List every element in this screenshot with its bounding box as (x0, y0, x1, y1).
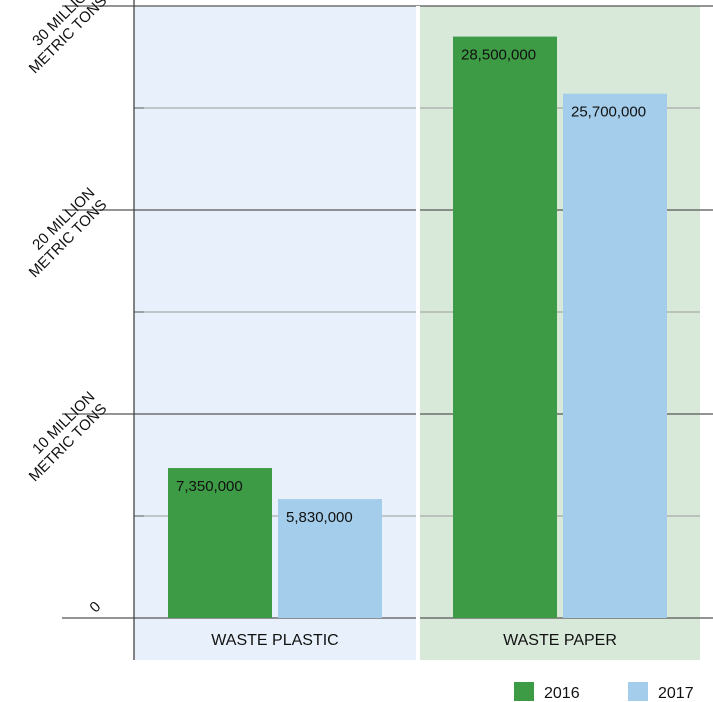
legend-label: 2016 (544, 685, 580, 702)
legend-swatch-2017 (628, 682, 648, 701)
bar-2017 (278, 499, 382, 618)
bar-2016 (453, 36, 557, 619)
category-label: WASTE PLASTIC (211, 632, 338, 649)
bar-2016 (168, 468, 272, 618)
category-label: WASTE PAPER (503, 632, 617, 649)
panel-separator (416, 6, 420, 660)
y-tick-label-line: 0 (86, 598, 104, 616)
legend-swatch-2016 (514, 682, 534, 701)
legend-label: 2017 (658, 685, 694, 702)
y-tick-label: 0 (86, 598, 104, 616)
bars (168, 36, 667, 619)
legend: 2016 2017 (514, 682, 694, 702)
data-label: 25,700,000 (571, 104, 646, 121)
data-label: 5,830,000 (286, 509, 353, 526)
bar-2017 (563, 93, 667, 619)
data-label: 7,350,000 (176, 478, 243, 495)
data-labels: 7,350,000 5,830,000 WASTE PLASTIC 28,500,00… (176, 47, 646, 649)
data-label: 28,500,000 (461, 47, 536, 64)
